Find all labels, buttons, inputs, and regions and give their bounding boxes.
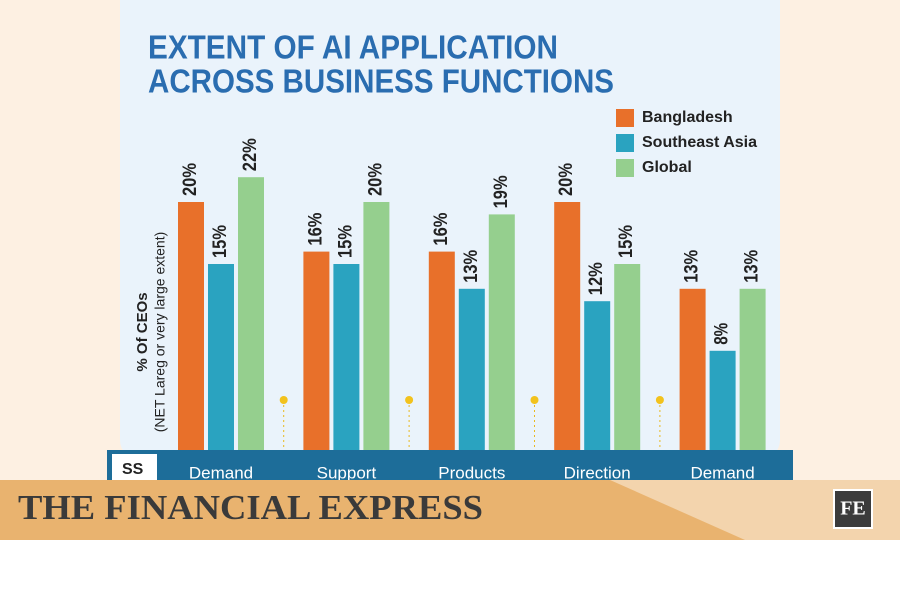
- bar: [363, 202, 390, 450]
- value-label: 12%: [586, 262, 607, 295]
- x-tick-label: Demand: [189, 463, 253, 482]
- banner: THE FINANCIAL EXPRESS FE: [0, 480, 900, 540]
- legend-swatch: [616, 109, 634, 127]
- bar: [238, 177, 264, 450]
- bar: [428, 251, 455, 450]
- separator-dot: [530, 396, 539, 404]
- bar: [178, 202, 204, 450]
- separator-dot: [279, 396, 288, 404]
- legend-label: Southeast Asia: [642, 134, 757, 151]
- legend-label: Global: [642, 159, 692, 176]
- separator-dot: [655, 396, 664, 404]
- bar: [488, 214, 515, 450]
- bar: [679, 288, 706, 450]
- value-label: 15%: [210, 225, 231, 258]
- bar: [584, 301, 611, 450]
- value-label: 15%: [335, 225, 356, 258]
- value-label: 8%: [712, 323, 733, 345]
- banner-accent: [610, 480, 900, 540]
- plot: Demand 20% 15% 22% Support 16% 15% 20% Products 1…: [178, 109, 766, 482]
- value-label: 16%: [431, 213, 452, 246]
- bar: [739, 288, 766, 450]
- value-label: 20%: [365, 163, 386, 196]
- category-band: [107, 450, 793, 484]
- bar: [333, 264, 360, 450]
- x-tick-label: Direction: [564, 463, 631, 482]
- x-label-fragment: SS: [122, 461, 144, 478]
- logo-text: FE: [840, 498, 866, 520]
- x-tick-label: Products: [438, 463, 505, 482]
- y-label-line: % Of CEOs: [134, 292, 151, 371]
- value-label: 20%: [556, 163, 577, 196]
- value-label: 16%: [305, 213, 326, 246]
- separator-dot: [405, 396, 414, 404]
- bar: [208, 264, 234, 450]
- x-tick-label: Demand: [690, 463, 754, 482]
- legend-swatch: [616, 159, 634, 177]
- logo-box: [833, 489, 873, 529]
- legend-swatch: [616, 134, 634, 152]
- y-label-line: (NET Lareg or very large extent): [152, 232, 168, 433]
- bar: [303, 251, 330, 450]
- chart-title: ACROSS BUSINESS FUNCTIONS: [148, 63, 614, 100]
- value-label: 13%: [742, 250, 763, 283]
- bar: [614, 264, 641, 450]
- value-label: 20%: [180, 163, 201, 196]
- bar: [709, 350, 736, 450]
- value-label: 15%: [616, 225, 637, 258]
- label-box: [112, 454, 157, 484]
- banner-title: THE FINANCIAL EXPRESS: [18, 488, 483, 527]
- bar: [458, 288, 485, 450]
- value-label: 19%: [491, 175, 512, 208]
- chart-title: EXTENT OF AI APPLICATION: [148, 29, 558, 66]
- bar: [554, 202, 581, 450]
- value-label: 22%: [240, 138, 261, 171]
- value-label: 13%: [682, 250, 703, 283]
- y-axis-label: % Of CEOs (NET Lareg or very large exten…: [134, 232, 168, 433]
- value-label: 13%: [461, 250, 482, 283]
- x-tick-label: Support: [317, 463, 377, 482]
- legend-label: Bangladesh: [642, 109, 733, 126]
